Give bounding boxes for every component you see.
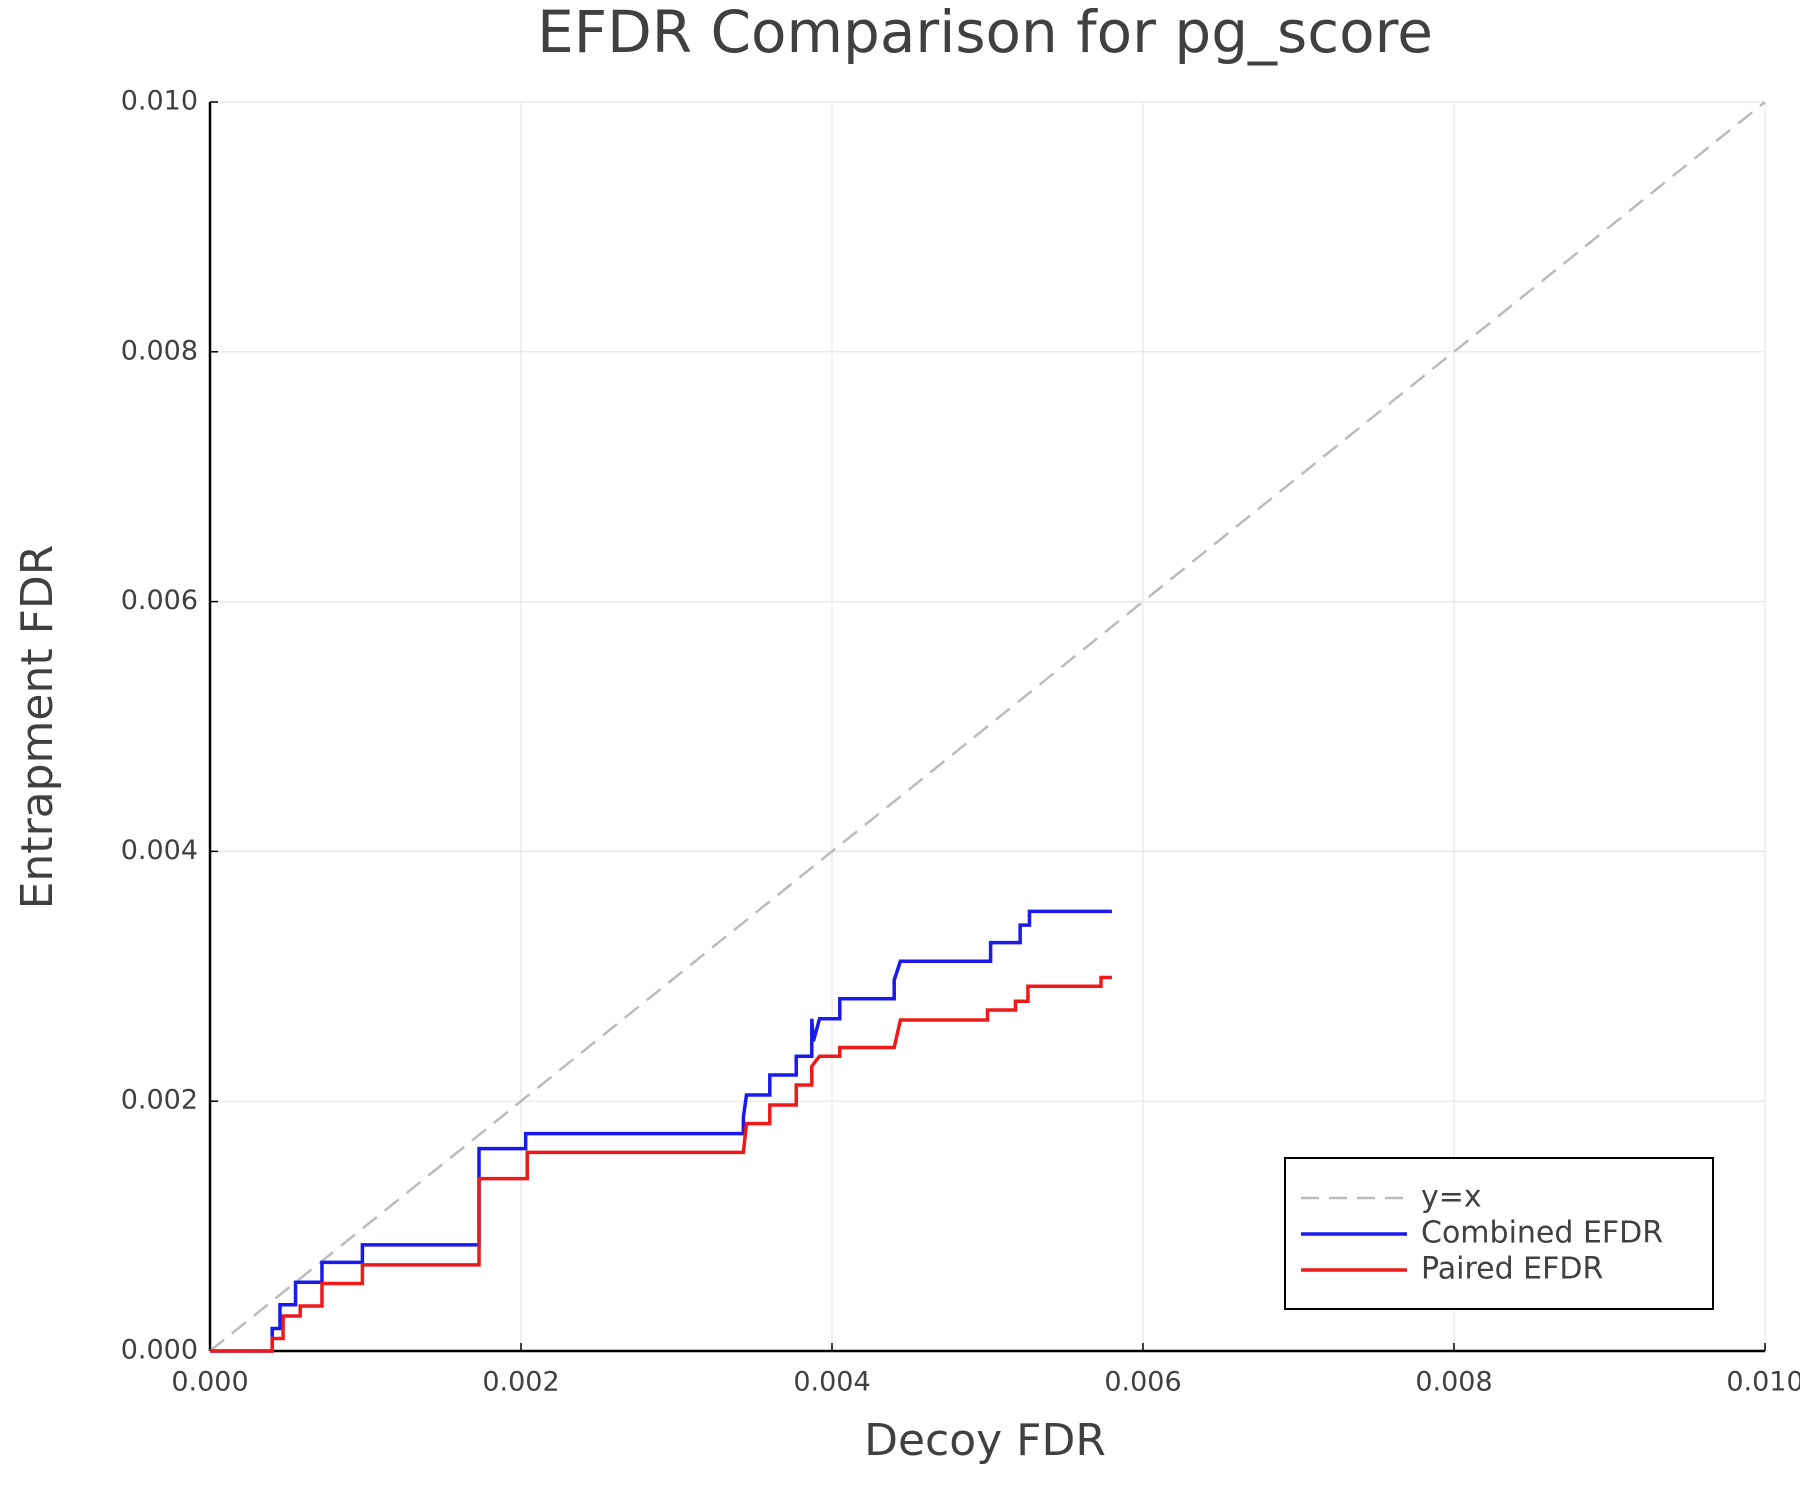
y-tick-label: 0.004 (121, 835, 198, 866)
legend-label: y=x (1421, 1180, 1482, 1215)
x-tick-label: 0.008 (1415, 1367, 1492, 1398)
x-tick-label: 0.004 (793, 1367, 870, 1398)
y-tick-label: 0.008 (121, 335, 198, 366)
x-tick-label: 0.010 (1726, 1367, 1800, 1398)
y-tick-label: 0.002 (121, 1085, 198, 1116)
x-tick-label: 0.000 (171, 1367, 248, 1398)
legend-label: Paired EFDR (1421, 1252, 1603, 1287)
series-line (210, 909, 1112, 1353)
y-tick-label: 0.000 (121, 1335, 198, 1366)
y-tick-label: 0.006 (121, 585, 198, 616)
y-axis-label: Entrapment FDR (12, 545, 63, 910)
chart-title: EFDR Comparison for pg_score (537, 0, 1433, 66)
x-tick-label: 0.006 (1104, 1367, 1181, 1398)
legend-label: Combined EFDR (1421, 1216, 1663, 1251)
series-line (210, 975, 1112, 1353)
x-axis-label: Decoy FDR (864, 1415, 1106, 1466)
series-line (209, 101, 1766, 1352)
x-tick-label: 0.002 (482, 1367, 559, 1398)
y-tick-label: 0.010 (121, 86, 198, 117)
